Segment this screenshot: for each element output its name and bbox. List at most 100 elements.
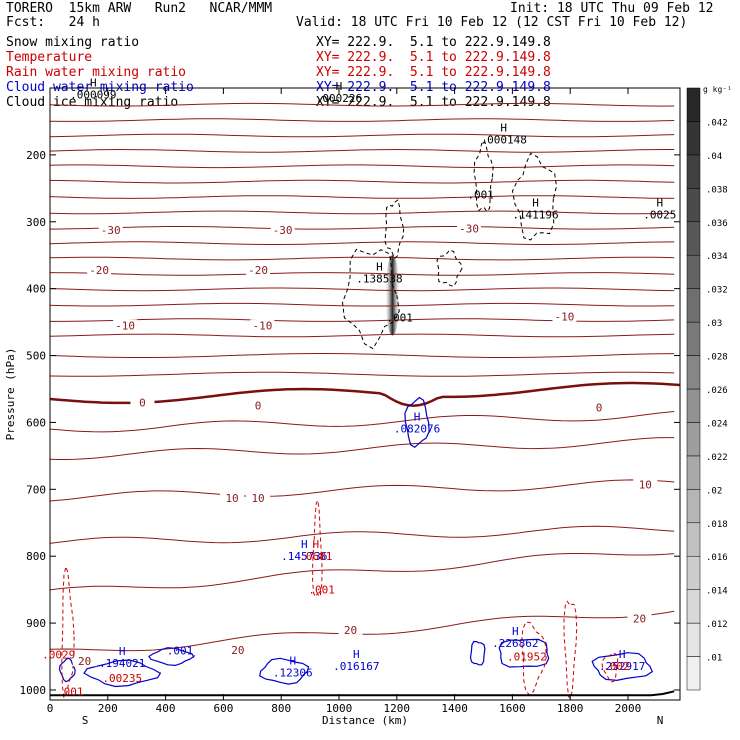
snow-contour-3 [473,139,494,213]
isotherm-4 [49,164,675,169]
max-value-4: .141196 [512,208,558,221]
isotherm-low-2 [49,479,675,502]
max-marker-19: H [619,648,626,661]
temp-label-5: -10 [115,319,135,332]
max-marker-6: H [376,261,383,274]
max-value-21: .001 [57,685,84,698]
legend-label-2: Rain water mixing ratio [6,65,187,80]
isotherm-1 [49,118,675,122]
isotherm-5 [49,179,675,184]
y-tick-label-1: 300 [26,216,46,229]
temp-label-11: 10 [225,492,238,505]
max-marker-10: H [313,538,320,551]
temp-label-15: 20 [231,644,244,657]
max-value-22: .0029 [42,649,75,662]
cloud-water-contour-4 [469,640,486,666]
temp-label-4: -20 [248,264,268,277]
x-tick-label-5: 1000 [326,702,353,715]
x-tick-label-7: 1400 [441,702,468,715]
temp-label-8: 0 [139,396,146,409]
isotherm-14 [50,318,675,322]
colorbar-cell-3 [686,555,701,590]
header-valid: Valid: 18 UTC Fri 10 Feb 12 (12 CST Fri … [296,15,688,30]
max-value-10: .0681 [299,550,332,563]
x-tick-label-8: 1600 [499,702,526,715]
isotherm-mid-0 [49,353,675,358]
temp-label-bg-15 [225,643,250,655]
isotherm-low-0 [49,411,675,433]
temp-label-6: -10 [252,319,272,332]
header-left-line2: Fcst: 24 h [6,15,100,30]
temp-label-bg-11 [220,492,245,504]
colorbar-cell-13 [686,221,701,256]
temp-label-bg-6 [250,319,275,331]
max-value-18: .01952 [507,651,547,664]
temp-label-bg-9 [246,399,271,411]
colorbar-tick-0: .01 [706,654,722,664]
max-value-6: .138538 [356,273,402,286]
isotherm-low-1 [49,437,675,460]
max-marker-13: H [119,645,126,658]
header-init: Init: 18 UTC Thu 09 Feb 12 [510,1,714,16]
x-tick-label-6: 1200 [384,702,411,715]
isotherm-low-3 [49,525,675,544]
legend-xy-1: XY= 222.9. 5.1 to 222.9.149.8 [316,50,551,65]
isotherm-6 [49,195,675,199]
max-value-0: .000099 [70,89,116,102]
temp-label-bg-3 [87,263,112,275]
rain-water-contour-4 [601,652,619,683]
max-marker-0: H [90,77,97,90]
y-tick-label-4: 600 [26,416,46,429]
colorbar-cell-17 [686,87,701,122]
max-marker-5: H [656,196,663,209]
max-marker-16: H [353,648,360,661]
temp-label-bg-10 [587,401,612,413]
colorbar-tick-5: .02 [706,486,722,496]
temp-label-14: 20 [78,655,91,668]
colorbar-cell-11 [686,288,701,323]
colorbar-tick-14: .038 [706,185,728,195]
max-value-5: .0025 [643,208,676,221]
max-value-19: .252917 [599,660,645,673]
isotherm-7 [49,210,675,215]
colorbar-cell-8 [686,388,701,423]
temp-label-7: -10 [554,311,574,324]
x-tick-label-9: 1800 [557,702,584,715]
max-value-7: .001 [386,311,413,324]
temp-label-bg-16 [338,623,363,635]
temp-label-17: 20 [633,612,646,625]
temp-label-bg-13 [633,478,658,490]
max-marker-9: H [301,538,308,551]
temp-label-bg-7 [552,310,577,322]
isotherm-12 [49,287,675,292]
max-value-9: .145736 [281,550,327,563]
colorbar-tick-7: .024 [706,419,728,429]
x-tick-label-3: 600 [213,702,233,715]
temp-label-16: 20 [344,624,357,637]
isotherm-9 [49,241,675,245]
rain-water-contour-3 [563,600,578,700]
temp-label-0: -30 [101,224,121,237]
colorbar-cell-14 [686,188,701,223]
colorbar-tick-12: .034 [706,252,728,262]
temp-label-12: 10 [251,492,264,505]
colorbar-cell-9 [686,355,701,390]
isotherm-low-4 [49,553,675,591]
colorbar-cell-4 [686,522,701,557]
colorbar-cell-1 [686,622,701,657]
x-tick-label-0: 0 [47,702,54,715]
isotherm-15 [49,333,675,338]
header-left-line1: TORERO 15km ARW Run2 NCAR/MMM [6,1,273,16]
snow-contour-4 [511,152,558,241]
colorbar-cell-2 [686,589,701,624]
temp-label-bg-0 [98,223,123,235]
isotherm-8 [49,226,675,230]
max-value-8: .082076 [394,422,440,435]
isotherm-11 [49,272,675,276]
y-tick-label-5: 700 [26,483,46,496]
plot-frame [49,87,681,701]
temp-label-bg-17 [627,612,652,624]
max-marker-1: H [336,80,343,93]
colorbar-unit: g kg⁻¹ [703,85,732,94]
